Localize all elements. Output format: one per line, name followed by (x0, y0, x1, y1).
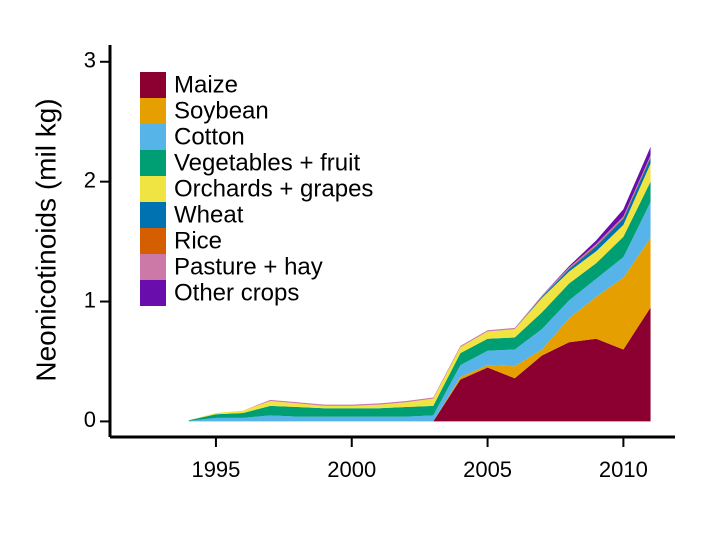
x-tick-label: 2005 (463, 457, 512, 482)
legend-swatch (140, 254, 166, 280)
area (188, 181, 651, 421)
legend-label: Cotton (174, 123, 245, 150)
area (188, 307, 651, 422)
legend-label: Pasture + hay (174, 253, 323, 280)
legend-swatch (140, 280, 166, 306)
y-tick-label: 0 (84, 407, 96, 432)
y-tick-label: 1 (84, 287, 96, 312)
y-axis-label: Neonicotinoids (mil kg) (30, 98, 61, 381)
legend-label: Maize (174, 71, 238, 98)
legend-swatch (140, 124, 166, 150)
y-tick-label: 2 (84, 167, 96, 192)
legend-swatch (140, 72, 166, 98)
area (188, 163, 651, 421)
legend-label: Other crops (174, 279, 299, 306)
legend-swatch (140, 228, 166, 254)
legend-label: Vegetables + fruit (174, 149, 360, 176)
legend-label: Soybean (174, 97, 269, 124)
x-tick-label: 2010 (599, 457, 648, 482)
y-tick-label: 3 (84, 48, 96, 73)
legend-label: Rice (174, 227, 222, 254)
legend-swatch (140, 202, 166, 228)
legend-swatch (140, 176, 166, 202)
x-tick-label: 1995 (191, 457, 240, 482)
legend-swatch (140, 98, 166, 124)
x-tick-label: 2000 (327, 457, 376, 482)
legend-label: Orchards + grapes (174, 175, 373, 202)
legend-label: Wheat (174, 201, 244, 228)
legend-swatch (140, 150, 166, 176)
